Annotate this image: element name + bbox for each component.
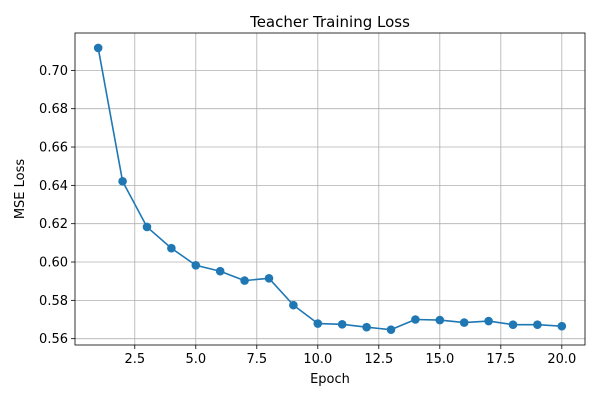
axis-ticks: 2.5 5.0 7.5 10.0 12.5 15.0 17.5 20.0 0.56 0.58 0.6…: [39, 64, 576, 367]
data-point: [240, 276, 249, 285]
x-axis-label: Epoch: [310, 372, 350, 387]
y-tick-label: 0.58: [39, 294, 68, 309]
data-point: [484, 316, 493, 326]
series-line: [97, 47, 562, 331]
grid: [75, 33, 585, 345]
data-point: [557, 321, 567, 331]
series-loss: [93, 43, 567, 334]
y-axis-label: MSE Loss: [13, 159, 28, 220]
data-point: [289, 300, 298, 310]
y-tick-label: 0.56: [39, 332, 68, 347]
data-point: [508, 320, 518, 329]
data-point: [93, 43, 103, 53]
y-tick-label: 0.66: [39, 141, 68, 156]
x-tick-label: 10.0: [303, 352, 332, 367]
y-tick-label: 0.64: [39, 179, 68, 194]
data-point: [264, 274, 274, 283]
data-point: [313, 319, 323, 328]
data-point: [386, 325, 396, 334]
data-point: [118, 177, 127, 186]
x-tick-label: 5.0: [185, 352, 206, 367]
x-tick-label: 15.0: [425, 352, 454, 367]
data-point: [533, 320, 542, 329]
data-point: [167, 243, 176, 253]
chart-title: Teacher Training Loss: [249, 13, 410, 31]
y-tick-label: 0.68: [39, 102, 68, 117]
data-point: [435, 315, 445, 325]
x-tick-label: 20.0: [547, 352, 576, 367]
x-tick-label: 2.5: [124, 352, 145, 367]
y-tick-label: 0.70: [39, 64, 68, 79]
data-point: [191, 260, 201, 270]
plot-area-frame: [74, 32, 586, 346]
data-point: [337, 320, 347, 329]
x-tick-label: 17.5: [486, 352, 515, 367]
x-tick-label: 12.5: [364, 352, 393, 367]
data-point: [459, 318, 469, 327]
data-point: [362, 322, 371, 332]
data-point: [215, 266, 225, 276]
x-tick-label: 7.5: [246, 352, 267, 367]
data-point: [142, 222, 152, 232]
data-point: [411, 315, 420, 324]
y-tick-label: 0.62: [39, 217, 68, 232]
y-tick-label: 0.60: [39, 256, 68, 271]
